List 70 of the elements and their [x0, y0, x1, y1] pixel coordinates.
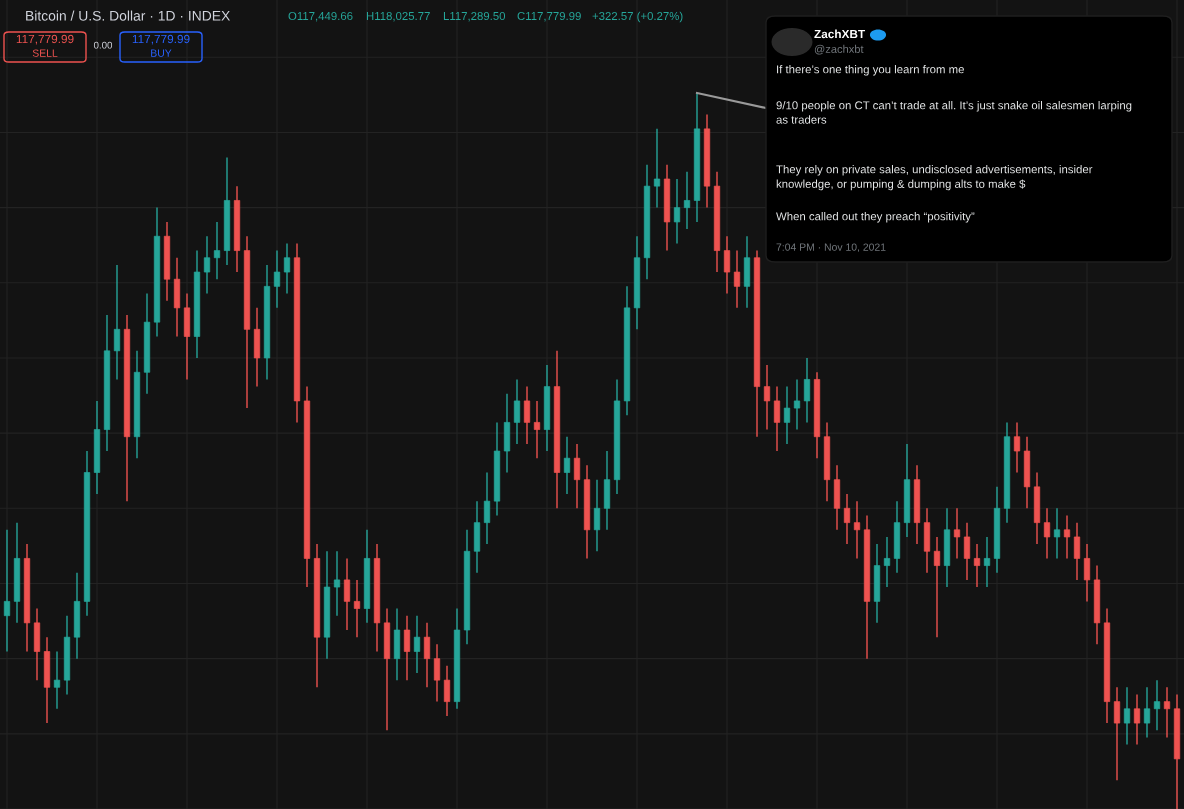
- candlestick: [423, 622, 431, 688]
- text: H118,025.77: [366, 11, 430, 22]
- candlestick: [1043, 507, 1051, 560]
- text: +322.57 (+0.27%): [592, 11, 683, 23]
- candlestick: [283, 242, 291, 295]
- candlestick: [983, 536, 991, 588]
- text: 117,779.99: [132, 34, 190, 45]
- candlestick: [1113, 686, 1121, 782]
- candlestick: [843, 493, 851, 545]
- candlestick: [793, 378, 801, 431]
- candlestick: [723, 235, 731, 295]
- candlestick: [443, 665, 451, 717]
- candlestick: [113, 264, 121, 381]
- candlestick: [213, 221, 221, 280]
- candlestick: [1063, 514, 1071, 560]
- text: 0.00: [93, 41, 113, 49]
- candlestick: [3, 529, 11, 653]
- candlestick: [883, 536, 891, 588]
- candlestick: [933, 536, 941, 638]
- candlestick: [483, 471, 491, 545]
- annotation: 9/10 people on CT can’t trade at all. It’s just snake oil salesmen larping as traders: [776, 101, 1132, 124]
- candlestick: [53, 650, 61, 710]
- candlestick: [973, 543, 981, 588]
- text: C117,779.99: [517, 11, 581, 22]
- candlestick: [653, 128, 661, 209]
- text: BUY: [151, 49, 172, 57]
- candlestick: [533, 400, 541, 459]
- candlestick: [783, 385, 791, 445]
- candlestick: [523, 385, 531, 445]
- candlestick: [1163, 686, 1171, 739]
- candlestick: [1013, 421, 1021, 474]
- text: 117,779.99: [16, 34, 74, 45]
- candlestick: [333, 550, 341, 617]
- annotation: When called out they preach “positivity”: [776, 212, 975, 223]
- candlestick: [413, 615, 421, 674]
- candlestick: [733, 249, 741, 309]
- candlestick: [953, 507, 961, 560]
- annotation: 7:04 PM · Nov 10, 2021: [776, 243, 886, 253]
- candlestick: [353, 579, 361, 638]
- candlestick: [573, 443, 581, 510]
- text: L117,289.50: [443, 11, 506, 22]
- candlestick: [1123, 686, 1131, 746]
- candlestick: [563, 436, 571, 495]
- candlestick: [343, 557, 351, 631]
- text: SELL: [32, 49, 58, 57]
- candlestick: [1083, 543, 1091, 603]
- candlestick: [1143, 686, 1151, 739]
- candlestick: [763, 364, 771, 431]
- candlestick: [1153, 679, 1161, 731]
- candlestick: [273, 249, 281, 309]
- candlestick: [433, 643, 441, 703]
- text: @zachxbt: [814, 44, 864, 55]
- text: ZachXBT: [814, 29, 866, 39]
- candlestick: [403, 615, 411, 681]
- chart-title: Bitcoin / U.S. Dollar · 1D · INDEX: [26, 10, 230, 21]
- candlestick: [1133, 693, 1141, 746]
- candlestick: [673, 178, 681, 245]
- candlestick: [803, 357, 811, 424]
- candlestick: [593, 478, 601, 552]
- candlestick: [683, 171, 691, 230]
- candlestick: [513, 378, 521, 445]
- candlestick: [773, 385, 781, 452]
- annotation: They rely on private sales, undisclosed advertisements, insider knowledge, or pumping & dumping alts to make $: [776, 165, 1093, 191]
- candlestick: [963, 521, 971, 581]
- text: O117,449.66: [288, 11, 353, 22]
- candlestick: [203, 235, 211, 295]
- candlestick: [1053, 507, 1061, 560]
- candlestick: [853, 500, 861, 560]
- candlestick: [1073, 521, 1081, 581]
- text: If there’s one thing you learn from me: [777, 65, 964, 76]
